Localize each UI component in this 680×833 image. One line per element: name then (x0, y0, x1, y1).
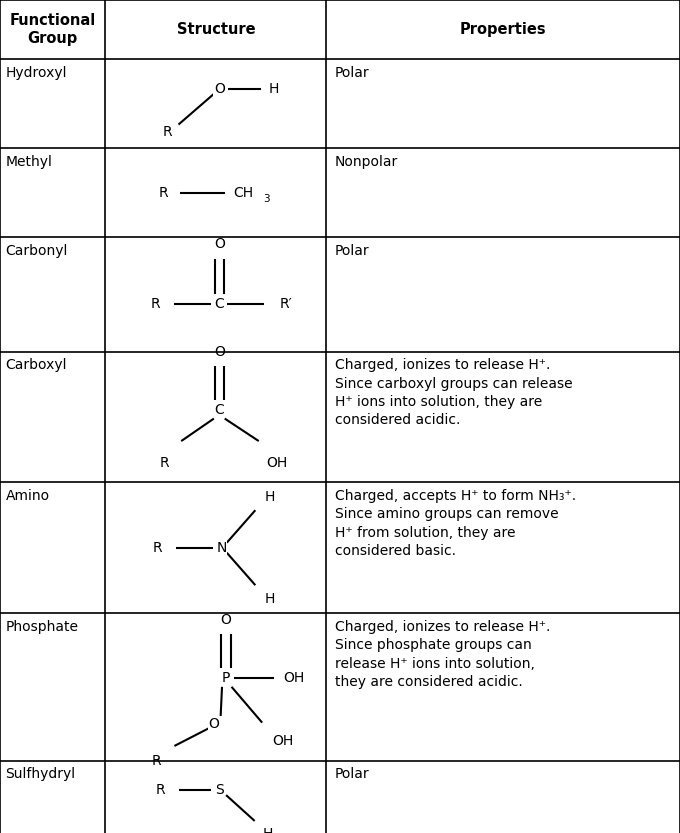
Text: Structure: Structure (177, 22, 255, 37)
Text: N: N (216, 541, 226, 555)
Text: Carboxyl: Carboxyl (5, 358, 67, 372)
Text: Charged, accepts H⁺ to form NH₃⁺.
Since amino groups can remove
H⁺ from solution: Charged, accepts H⁺ to form NH₃⁺. Since … (335, 489, 576, 558)
Text: OH: OH (266, 456, 287, 470)
Text: Charged, ionizes to release H⁺.
Since phosphate groups can
release H⁺ ions into : Charged, ionizes to release H⁺. Since ph… (335, 620, 550, 689)
Text: O: O (209, 717, 219, 731)
Text: OH: OH (272, 734, 293, 748)
Text: Phosphate: Phosphate (5, 620, 78, 634)
Text: R: R (152, 754, 162, 768)
Text: Polar: Polar (335, 767, 369, 781)
Text: O: O (214, 345, 224, 359)
Text: Methyl: Methyl (5, 155, 52, 169)
Text: Amino: Amino (5, 489, 50, 503)
Text: H: H (269, 82, 279, 96)
Text: H: H (265, 591, 275, 606)
Text: Polar: Polar (335, 244, 369, 258)
Text: O: O (214, 82, 224, 96)
Text: O: O (214, 237, 224, 252)
Text: C: C (214, 403, 224, 417)
Text: OH: OH (284, 671, 305, 686)
Text: Charged, ionizes to release H⁺.
Since carboxyl groups can release
H⁺ ions into s: Charged, ionizes to release H⁺. Since ca… (335, 358, 572, 427)
Text: H: H (263, 827, 273, 833)
Text: Hydroxyl: Hydroxyl (5, 66, 67, 80)
Text: R: R (152, 541, 163, 555)
Text: Functional
Group: Functional Group (10, 13, 96, 46)
Text: Nonpolar: Nonpolar (335, 155, 398, 169)
Text: Properties: Properties (460, 22, 547, 37)
Text: P: P (222, 671, 231, 686)
Text: Sulfhydryl: Sulfhydryl (5, 767, 75, 781)
Text: H: H (265, 490, 275, 504)
Text: O: O (221, 613, 231, 627)
Text: R: R (158, 186, 169, 200)
Text: CH: CH (233, 186, 253, 200)
Text: Polar: Polar (335, 66, 369, 80)
Text: R′: R′ (279, 297, 292, 312)
Text: 3: 3 (262, 193, 269, 204)
Text: R: R (162, 125, 172, 139)
Text: C: C (214, 297, 224, 312)
Text: Carbonyl: Carbonyl (5, 244, 68, 258)
Text: R: R (150, 297, 160, 312)
Text: R: R (160, 456, 170, 470)
Text: S: S (215, 783, 224, 797)
Text: R: R (156, 783, 166, 797)
